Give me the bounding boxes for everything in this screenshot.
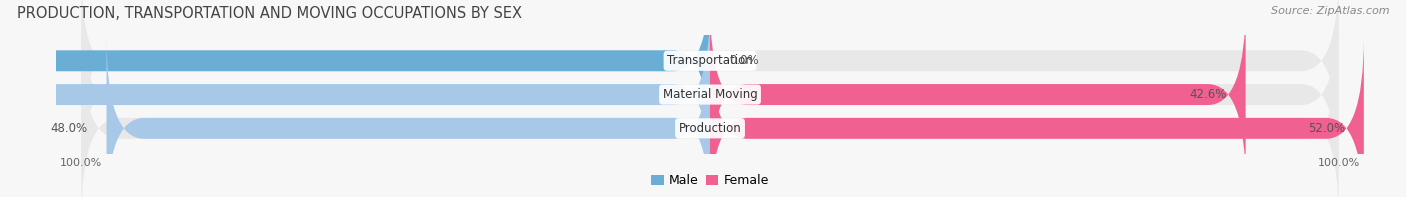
Text: Production: Production xyxy=(679,122,741,135)
FancyBboxPatch shape xyxy=(82,4,1339,185)
Text: Material Moving: Material Moving xyxy=(662,88,758,101)
FancyBboxPatch shape xyxy=(82,37,1339,197)
Text: 48.0%: 48.0% xyxy=(51,122,87,135)
Text: Transportation: Transportation xyxy=(668,54,752,67)
FancyBboxPatch shape xyxy=(0,4,710,185)
Text: 52.0%: 52.0% xyxy=(1308,122,1346,135)
FancyBboxPatch shape xyxy=(0,0,710,152)
FancyBboxPatch shape xyxy=(107,37,710,197)
FancyBboxPatch shape xyxy=(710,4,1246,185)
FancyBboxPatch shape xyxy=(82,0,1339,152)
Legend: Male, Female: Male, Female xyxy=(647,169,773,192)
FancyBboxPatch shape xyxy=(710,37,1364,197)
Text: 0.0%: 0.0% xyxy=(728,54,758,67)
Text: PRODUCTION, TRANSPORTATION AND MOVING OCCUPATIONS BY SEX: PRODUCTION, TRANSPORTATION AND MOVING OC… xyxy=(17,6,522,21)
Text: 42.6%: 42.6% xyxy=(1189,88,1227,101)
Text: Source: ZipAtlas.com: Source: ZipAtlas.com xyxy=(1271,6,1389,16)
